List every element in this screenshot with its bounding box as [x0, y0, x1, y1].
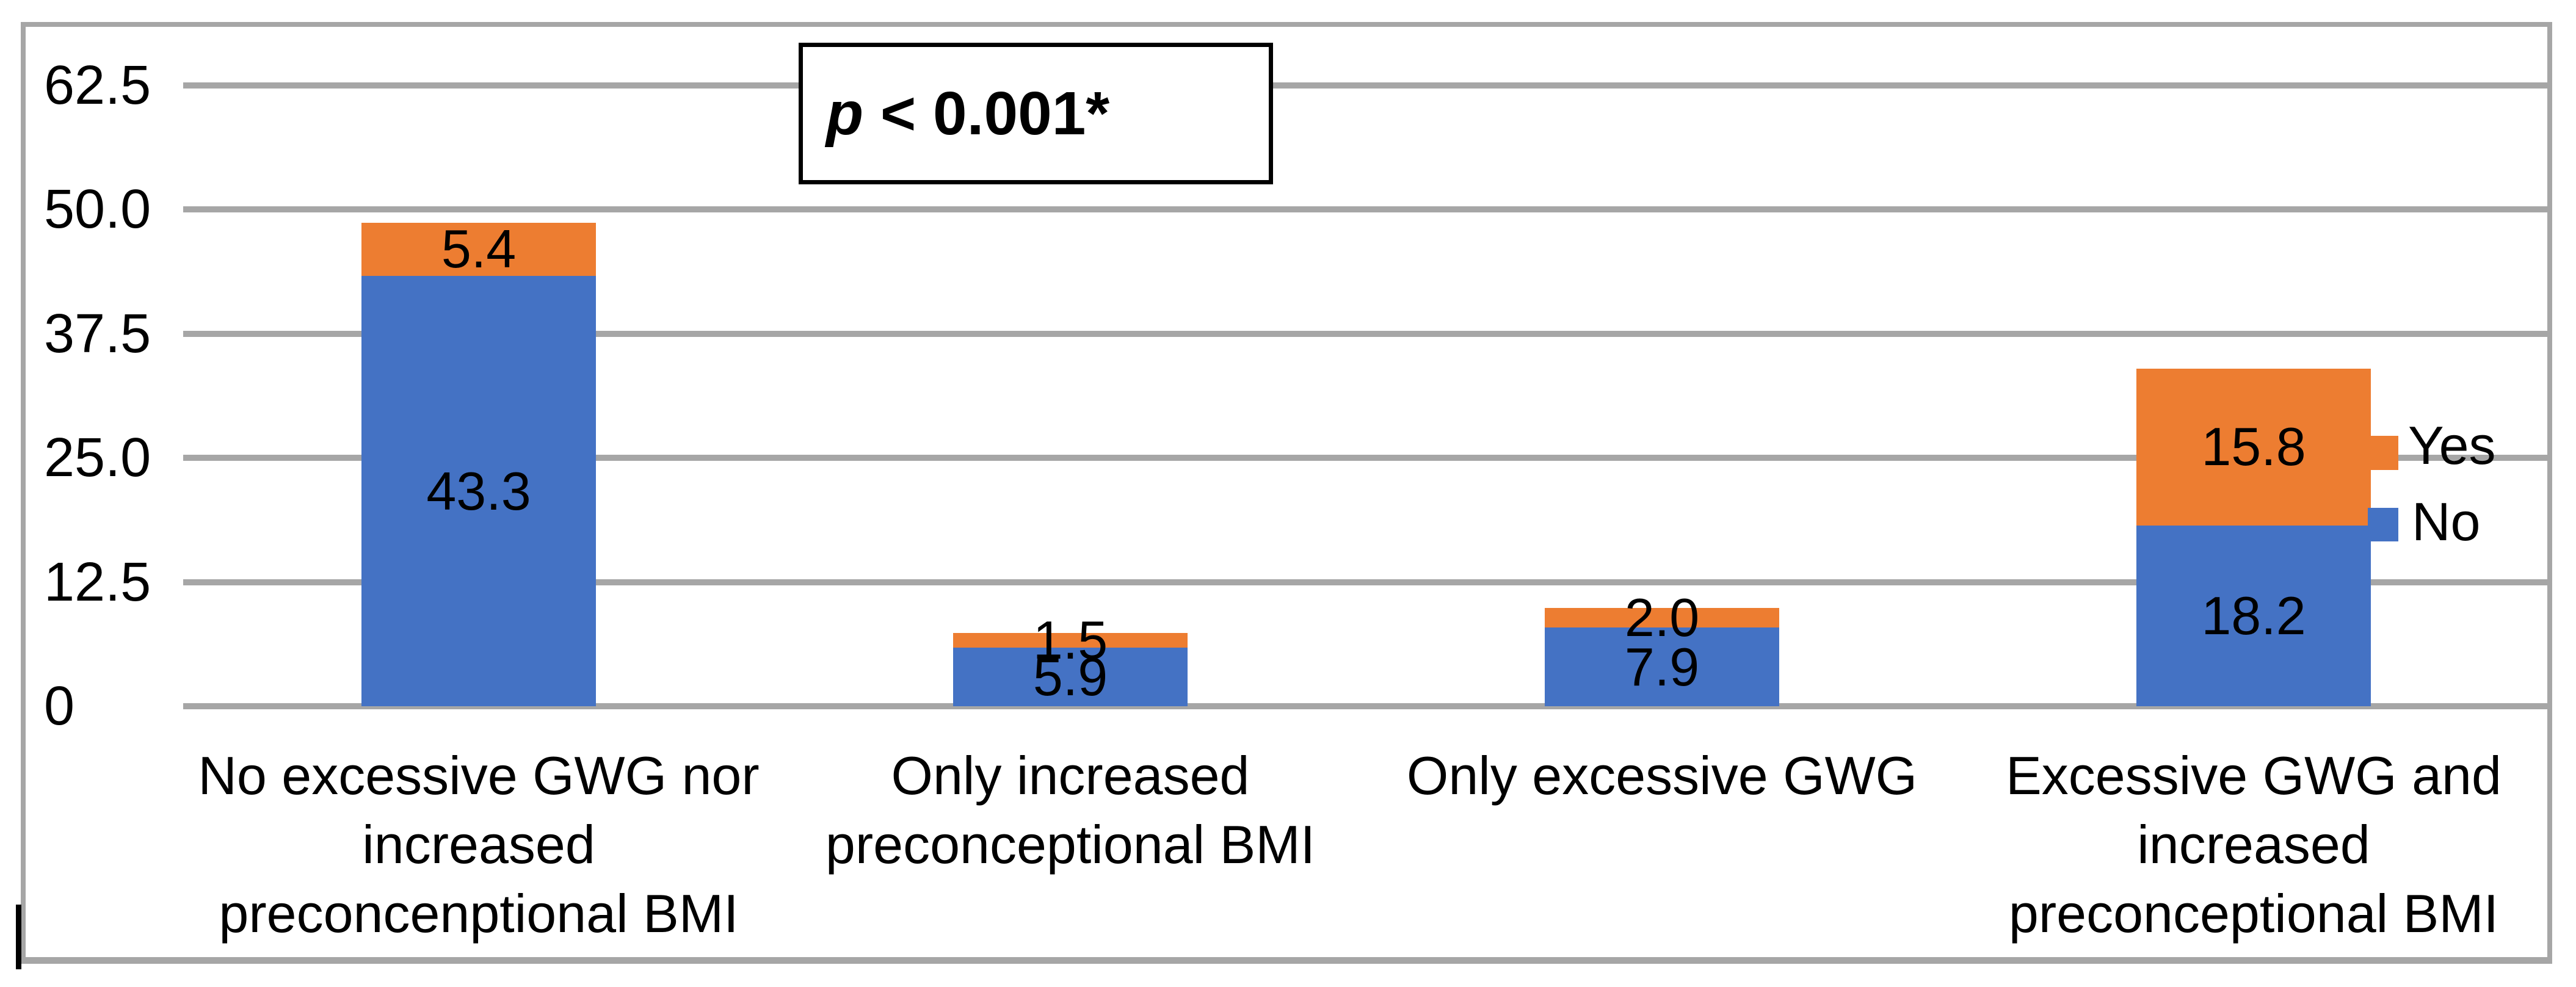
bar-label-yes-cat1: 5.4 — [441, 219, 517, 280]
bar-segment-yes-cat2 — [953, 632, 1188, 648]
bar-label-no-cat4: 18.2 — [2201, 585, 2306, 646]
bar-label-yes-cat4: 15.8 — [2201, 416, 2306, 477]
bar-segment-yes-cat1 — [361, 222, 596, 277]
category-label-1: No excessive GWG nor increased preconcen… — [198, 745, 760, 944]
chart-border-top — [21, 22, 2552, 27]
y-axis-label-0: 0 — [44, 676, 75, 737]
category-label-4: Excessive GWG and increased preconceptio… — [2006, 745, 2502, 944]
bar-segment-no-cat4 — [2136, 525, 2371, 706]
category-label-3: Only excessive GWG — [1406, 745, 1918, 806]
legend-no-label: No — [2412, 491, 2481, 552]
chart-border-left — [21, 22, 26, 964]
legend-yes-swatch — [2370, 436, 2398, 470]
gridline-25.0 — [183, 455, 2547, 461]
bar-segment-no-cat2 — [953, 647, 1188, 706]
bar-label-yes-cat2: 1.5 — [1032, 609, 1108, 670]
category-label-2: Only increased preconceptional BMI — [825, 745, 1316, 875]
y-axis-origin-tick — [16, 905, 21, 969]
bar-label-no-cat2: 5.9 — [1032, 646, 1108, 707]
p-value-text: < 0.001* — [863, 79, 1110, 148]
legend-yes-label: Yes — [2408, 415, 2496, 475]
y-axis-label-62.5: 62.5 — [44, 55, 151, 116]
p-value-annotation-box: p < 0.001* — [799, 43, 1273, 184]
bar-label-yes-cat3: 2.0 — [1624, 587, 1700, 648]
p-value-symbol: p — [826, 79, 864, 148]
y-axis-label-37.5: 37.5 — [44, 303, 151, 364]
gridline-50.0 — [183, 206, 2547, 213]
gridline-0 — [183, 703, 2547, 709]
gridline-12.5 — [183, 579, 2547, 585]
bar-segment-no-cat3 — [1545, 627, 1779, 706]
gridline-62.5 — [183, 82, 2547, 89]
y-axis-label-25.0: 25.0 — [44, 427, 151, 489]
chart-border-bottom — [21, 957, 2552, 964]
y-axis-label-12.5: 12.5 — [44, 551, 151, 613]
chart-border-right — [2547, 22, 2552, 964]
bar-segment-no-cat1 — [361, 276, 596, 706]
y-axis-label-50.0: 50.0 — [44, 179, 151, 240]
bar-segment-yes-cat4 — [2136, 368, 2371, 526]
bar-segment-yes-cat3 — [1545, 607, 1779, 628]
gridline-37.5 — [183, 330, 2547, 337]
bar-label-no-cat1: 43.3 — [426, 460, 531, 521]
bar-label-no-cat3: 7.9 — [1624, 636, 1700, 697]
legend-no-swatch — [2368, 508, 2398, 541]
